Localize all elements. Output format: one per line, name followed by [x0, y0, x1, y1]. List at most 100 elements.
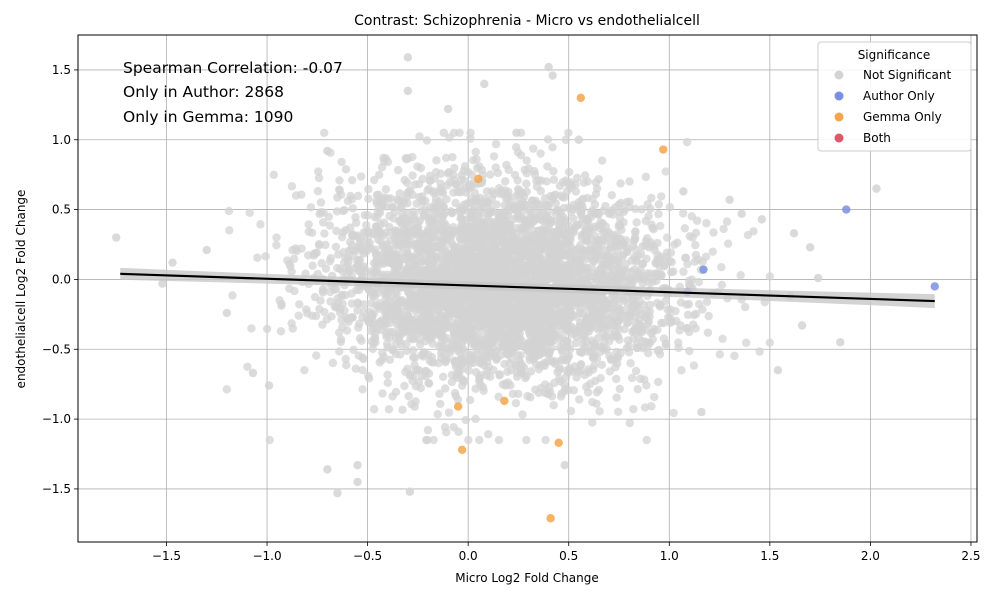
point-not-significant — [578, 203, 587, 213]
point-not-significant — [530, 312, 540, 321]
point-not-significant — [494, 392, 503, 401]
point-not-significant — [426, 254, 435, 263]
point-not-significant — [561, 135, 571, 145]
point-not-significant — [572, 222, 581, 231]
point-not-significant — [337, 315, 346, 325]
chart-title: Contrast: Schizophrenia - Micro vs endot… — [354, 13, 700, 29]
point-not-significant — [679, 267, 688, 276]
point-not-significant — [485, 205, 495, 214]
point-not-significant — [638, 324, 647, 333]
point-not-significant — [552, 237, 561, 246]
point-not-significant — [666, 305, 675, 314]
point-not-significant — [516, 232, 525, 242]
point-not-significant — [546, 331, 555, 341]
point-not-significant — [465, 273, 475, 283]
point-not-significant — [631, 245, 640, 254]
point-not-significant — [470, 326, 480, 335]
point-not-significant — [518, 369, 527, 378]
point-not-significant — [574, 326, 583, 336]
point-not-significant — [597, 156, 607, 165]
point-not-significant — [657, 192, 666, 201]
point-not-significant — [667, 268, 676, 277]
point-not-significant — [691, 250, 701, 260]
point-not-significant — [529, 144, 538, 153]
point-not-significant — [413, 230, 422, 240]
legend-marker-gemma-only — [834, 112, 844, 122]
point-not-significant — [548, 71, 557, 80]
point-gemma-only — [546, 514, 555, 523]
point-not-significant — [576, 361, 585, 370]
point-not-significant — [354, 285, 364, 295]
point-not-significant — [383, 370, 392, 380]
legend-marker-both — [834, 133, 844, 143]
point-not-significant — [434, 328, 443, 337]
point-not-significant — [335, 176, 344, 185]
point-not-significant — [390, 306, 400, 315]
point-not-significant — [536, 149, 545, 158]
point-not-significant — [531, 244, 540, 253]
point-not-significant — [202, 245, 211, 255]
point-not-significant — [655, 221, 665, 231]
point-not-significant — [496, 351, 505, 360]
point-not-significant — [470, 354, 479, 364]
legend-label-author-only: Author Only — [863, 89, 935, 103]
point-not-significant — [297, 244, 306, 253]
point-not-significant — [421, 435, 431, 445]
point-not-significant — [367, 337, 377, 346]
point-not-significant — [836, 338, 845, 347]
point-not-significant — [523, 391, 532, 401]
point-not-significant — [454, 427, 463, 436]
point-not-significant — [358, 353, 367, 362]
point-not-significant — [496, 263, 505, 272]
point-not-significant — [222, 385, 232, 394]
point-not-significant — [574, 367, 583, 376]
point-not-significant — [406, 333, 415, 343]
point-not-significant — [441, 290, 450, 299]
point-not-significant — [596, 374, 605, 383]
point-not-significant — [394, 196, 404, 206]
point-not-significant — [300, 365, 309, 375]
point-gemma-only — [457, 445, 467, 455]
points-layer — [112, 53, 939, 523]
point-not-significant — [567, 272, 576, 281]
point-not-significant — [247, 324, 256, 333]
point-not-significant — [348, 230, 357, 239]
point-not-significant — [402, 346, 411, 356]
point-not-significant — [646, 269, 655, 278]
legend: Significance Not Significant Author Only… — [817, 41, 972, 152]
point-not-significant — [529, 226, 538, 235]
point-not-significant — [813, 273, 823, 283]
point-not-significant — [538, 348, 547, 358]
point-not-significant — [424, 379, 434, 388]
point-not-significant — [640, 403, 650, 412]
point-not-significant — [601, 331, 611, 341]
point-not-significant — [469, 197, 478, 207]
point-not-significant — [573, 173, 582, 183]
point-not-significant — [541, 435, 550, 445]
point-not-significant — [615, 213, 625, 223]
point-not-significant — [452, 373, 462, 383]
point-not-significant — [704, 311, 713, 321]
point-not-significant — [315, 304, 324, 314]
point-not-significant — [487, 297, 496, 306]
y-tick-label: 0.0 — [52, 272, 71, 286]
point-not-significant — [384, 405, 394, 414]
tick-layer: −1.5 −1.0 −0.5 0.0 0.5 1.0 1.5 2.0 2.5 −1.5 −1.0 −0… — [42, 63, 981, 563]
x-tick-label: −1.0 — [252, 549, 281, 563]
point-gemma-only — [659, 145, 668, 154]
point-not-significant — [564, 291, 573, 300]
point-not-significant — [465, 395, 475, 405]
point-not-significant — [471, 414, 480, 424]
x-tick-label: −1.5 — [152, 549, 181, 563]
x-tick-label: 0.5 — [559, 549, 578, 563]
point-not-significant — [555, 365, 564, 375]
point-not-significant — [666, 316, 675, 326]
point-not-significant — [224, 206, 234, 216]
point-not-significant — [393, 329, 403, 338]
point-not-significant — [332, 226, 341, 236]
point-not-significant — [323, 465, 332, 474]
point-not-significant — [375, 304, 384, 313]
point-not-significant — [342, 360, 351, 370]
point-not-significant — [417, 206, 426, 216]
